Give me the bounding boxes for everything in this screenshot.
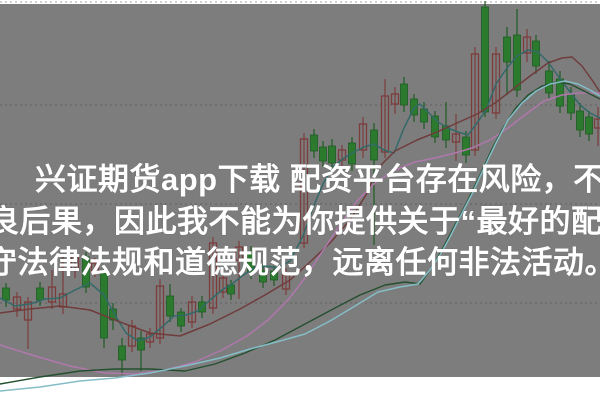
candlestick-chart-canvas: [0, 1, 600, 392]
kline-chart-screenshot: 兴证期货app下载 配资平台存在风险，不恰当 良后果，因此我不能为你提供关于“最…: [0, 1, 600, 392]
